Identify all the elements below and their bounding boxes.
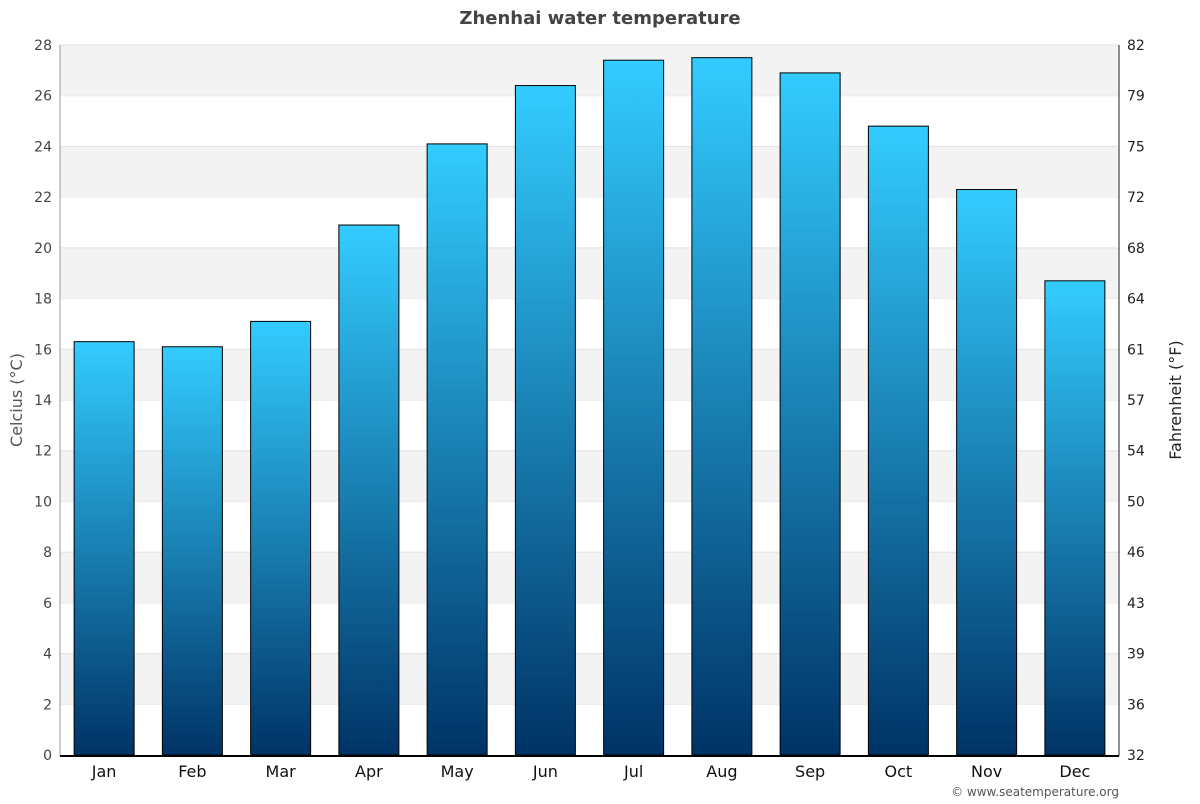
y2-tick-label: 54 — [1127, 444, 1145, 460]
bar-jun — [514, 85, 576, 756]
credit[interactable]: © www.seatemperature.org — [951, 785, 1119, 799]
y-tick-label: 22 — [34, 190, 52, 206]
y-tick-label: 24 — [34, 139, 52, 155]
x-tick-label: Mar — [266, 762, 297, 781]
y-tick-label: 16 — [34, 342, 52, 358]
y-tick-label: 18 — [34, 292, 52, 308]
bar-oct — [867, 125, 929, 756]
y2-tick-label: 32 — [1127, 748, 1145, 764]
y2-tick-label: 82 — [1127, 38, 1145, 54]
y2-tick-label: 39 — [1127, 647, 1145, 663]
bar-feb — [161, 346, 223, 756]
y-tick-label: 10 — [34, 494, 52, 510]
y-tick-label: 2 — [43, 697, 52, 713]
y-tick-label: 4 — [43, 647, 52, 663]
y-axis-label: Celcius (°C) — [7, 353, 26, 447]
y-tick-label: 28 — [34, 38, 52, 54]
y-tick-label: 26 — [34, 89, 52, 105]
grid-band — [60, 552, 1119, 603]
y2-tick-label: 79 — [1127, 89, 1145, 105]
x-tick-label: Nov — [971, 762, 1002, 781]
bar-jul — [603, 59, 665, 756]
bar-jan — [73, 341, 135, 756]
bar-nov — [956, 189, 1018, 756]
x-tick-label: Jun — [532, 762, 558, 781]
x-tick-label: May — [441, 762, 474, 781]
y-tick-label: 14 — [34, 393, 52, 409]
y-tick-label: 6 — [43, 596, 52, 612]
x-tick-label: Apr — [355, 762, 383, 781]
y-tick-label: 0 — [43, 748, 52, 764]
y-tick-label: 12 — [34, 444, 52, 460]
grid-band — [60, 247, 1119, 299]
y2-axis-label: Fahrenheit (°F) — [1166, 340, 1185, 459]
grid-band — [60, 45, 1119, 96]
x-tick-label: Aug — [706, 762, 737, 781]
y2-tick-label: 43 — [1127, 596, 1145, 612]
y2-tick-label: 61 — [1127, 342, 1145, 358]
y2-tick-label: 46 — [1127, 545, 1145, 561]
y2-tick-label: 68 — [1127, 241, 1145, 257]
bar-aug — [691, 57, 753, 756]
x-tick-label: Oct — [885, 762, 913, 781]
x-tick-label: Sep — [795, 762, 825, 781]
grid-band — [60, 349, 1119, 400]
x-tick-label: Jul — [623, 762, 643, 781]
y2-tick-label: 64 — [1127, 292, 1145, 308]
x-tick-label: Feb — [178, 762, 206, 781]
x-tick-label: Dec — [1059, 762, 1090, 781]
grid-band — [60, 450, 1119, 502]
bar-mar — [250, 320, 312, 756]
y2-tick-label: 36 — [1127, 697, 1145, 713]
grid-band — [60, 653, 1119, 705]
bar-apr — [338, 224, 400, 756]
y-tick-label: 8 — [43, 545, 52, 561]
y2-tick-label: 72 — [1127, 190, 1145, 206]
y2-tick-label: 75 — [1127, 139, 1145, 155]
bar-may — [426, 143, 488, 756]
y2-tick-label: 50 — [1127, 494, 1145, 510]
y-tick-label: 20 — [34, 241, 52, 257]
y2-tick-label: 57 — [1127, 393, 1145, 409]
bar-dec — [1044, 280, 1106, 756]
bar-sep — [779, 72, 841, 756]
x-tick-label: Jan — [91, 762, 117, 781]
chart-title: Zhenhai water temperature — [459, 8, 740, 29]
grid-band — [60, 146, 1119, 198]
